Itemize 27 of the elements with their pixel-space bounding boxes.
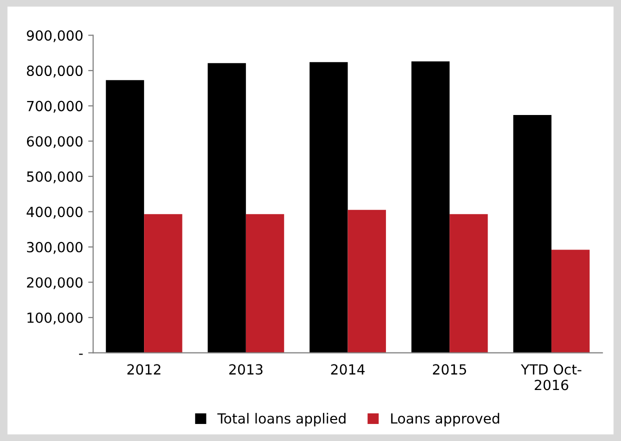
- legend-label: Loans approved: [391, 412, 500, 426]
- bar: [208, 63, 246, 353]
- bar: [310, 62, 348, 353]
- bar: [450, 214, 488, 353]
- y-tick-label: 900,000: [26, 30, 83, 42]
- y-tick-label: 400,000: [26, 206, 83, 219]
- bar: [348, 210, 386, 353]
- y-tick-label: 500,000: [27, 171, 83, 184]
- x-tick-label: 2015: [432, 364, 466, 375]
- bar: [144, 214, 182, 353]
- x-tick-label: 2014: [331, 364, 365, 375]
- x-tick-label: YTD Oct- 2016: [520, 364, 582, 390]
- y-tick-label: 200,000: [27, 277, 83, 290]
- bar: [513, 115, 552, 353]
- x-tick-label: 2013: [229, 364, 262, 375]
- bar: [551, 250, 590, 353]
- bar: [246, 214, 284, 353]
- legend-label: Total loans applied: [217, 412, 346, 426]
- y-tick-label: -: [79, 354, 83, 355]
- y-tick-label: 100,000: [28, 312, 83, 324]
- y-tick-label: 700,000: [27, 100, 83, 113]
- y-tick-label: 600,000: [26, 136, 83, 148]
- y-tick-label: 300,000: [27, 242, 83, 254]
- x-tick-label: 2012: [127, 364, 160, 375]
- bar: [411, 61, 450, 353]
- bar: [106, 80, 144, 353]
- y-tick-label: 800,000: [26, 66, 83, 78]
